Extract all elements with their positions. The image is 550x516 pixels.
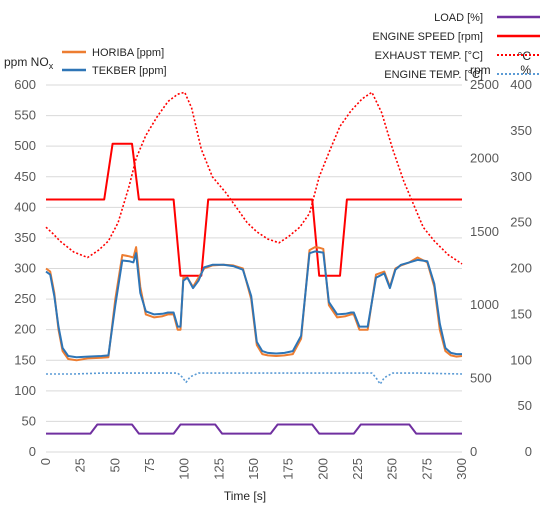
legend-label: ENGINE SPEED [rpm]	[372, 31, 483, 43]
y-left-axis-label: ppm NOx	[4, 55, 54, 71]
y-rpm-axis-label: rpm	[470, 63, 491, 77]
y-rpm-tick-label: 1500	[470, 224, 499, 239]
series-tekber-ppm	[45, 250, 462, 359]
y-rpm-tick-label: 0	[470, 444, 477, 459]
x-tick-label: 275	[419, 458, 434, 480]
y-temp-tick-label: 150	[510, 306, 532, 321]
x-tick-label: 25	[73, 458, 88, 472]
x-tick-label: 250	[385, 458, 400, 480]
y-temp-tick-label: 250	[510, 215, 532, 230]
y-left-tick-label: 150	[14, 352, 36, 367]
y-temp-tick-label: 350	[510, 123, 532, 138]
x-tick-label: 300	[454, 458, 469, 480]
series-load	[46, 423, 462, 435]
y-temp-tick-label: 100	[510, 352, 532, 367]
y-temp-tick-label: 400	[510, 77, 532, 92]
series-layer	[45, 91, 463, 435]
legend-label: HORIBA [ppm]	[92, 47, 164, 59]
y-temp-tick-label: 0	[525, 444, 532, 459]
y-left-tick-label: 400	[14, 199, 36, 214]
y-left-tick-label: 300	[14, 261, 36, 276]
y-rpm-tick-label: 1000	[470, 297, 499, 312]
x-tick-label: 150	[246, 458, 261, 480]
series-engine-temp-c	[46, 372, 463, 385]
x-tick-label: 125	[211, 458, 226, 480]
y-left-tick-label: 200	[14, 322, 36, 337]
series-horiba-ppm	[45, 246, 463, 362]
y-left-tick-label: 100	[14, 383, 36, 398]
legend-label: TEKBER [ppm]	[92, 65, 167, 77]
x-tick-label: 0	[38, 458, 53, 465]
y-left-tick-label: 500	[14, 138, 36, 153]
y-left-tick-label: 0	[29, 444, 36, 459]
legend-label: ENGINE TEMP. [°C]	[384, 69, 483, 81]
x-tick-label: 100	[177, 458, 192, 480]
y-left-axis-label-main: ppm NO	[4, 55, 49, 69]
y-rpm-tick-label: 500	[470, 371, 492, 386]
y-left-tick-label: 600	[14, 77, 36, 92]
y-left-tick-label: 450	[14, 169, 36, 184]
series-exhaust-temp-c	[45, 91, 463, 265]
y-temp-tick-label: 200	[510, 261, 532, 276]
y-rpm-tick-label: 2500	[470, 77, 499, 92]
legend-label: LOAD [%]	[434, 12, 483, 24]
x-axis-label: Time [s]	[224, 489, 266, 503]
y-left-axis-label-sub: x	[49, 61, 54, 71]
y-rpm-tick-label: 2000	[470, 150, 499, 165]
y-left-tick-label: 250	[14, 291, 36, 306]
y-temp-tick-label: 300	[510, 169, 532, 184]
y-temp-axis-label: °C	[518, 49, 532, 63]
y-left-tick-label: 50	[22, 413, 36, 428]
y-left-tick-label: 550	[14, 108, 36, 123]
y-load-axis-label: %	[520, 63, 531, 77]
legend-label: EXHAUST TEMP. [°C]	[375, 50, 483, 62]
x-tick-label: 200	[315, 458, 330, 480]
x-tick-label: 50	[107, 458, 122, 472]
x-tick-label: 75	[142, 458, 157, 472]
x-tick-label: 175	[281, 458, 296, 480]
x-tick-label: 225	[350, 458, 365, 480]
gridlines	[46, 84, 462, 453]
axes: 0501001502002503003504004505005506000500…	[4, 49, 532, 480]
y-temp-tick-label: 50	[518, 398, 532, 413]
legend: HORIBA [ppm] TEKBER [ppm] LOAD [%] ENGINE S…	[62, 12, 540, 81]
series-engine-speed-rpm	[46, 142, 462, 277]
y-left-tick-label: 350	[14, 230, 36, 245]
